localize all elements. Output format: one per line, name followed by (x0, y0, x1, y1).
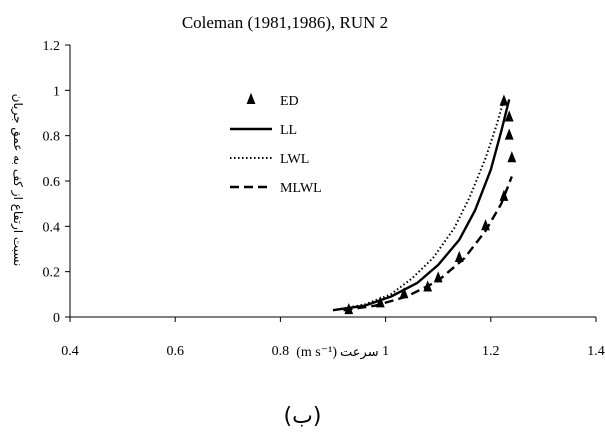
legend: ED LL LWL MLWL (230, 92, 322, 196)
plot-area (332, 94, 517, 315)
legend-label-lwl: LWL (280, 152, 309, 167)
y-tick-label: 0 (53, 311, 60, 326)
y-tick-label: 0.4 (43, 220, 61, 235)
x-axis-title: سرعت (340, 345, 379, 360)
series-line-ll (332, 99, 511, 312)
x-tick-label: 0.8 (272, 344, 290, 359)
axes: 0.4 0.6 0.8 1 1.2 1.4 0 0.2 0.4 0.6 0.8 1 1.2 (43, 39, 605, 359)
chart-title: Coleman (1981,1986), RUN 2 (182, 13, 388, 32)
chart: Coleman (1981,1986), RUN 2 نسبت ارتفاع ا… (10, 13, 605, 360)
data-point-ed (375, 296, 385, 308)
y-tick-label: 0.2 (43, 266, 61, 281)
legend-label-ed: ED (280, 94, 299, 109)
legend-label-mlwl: MLWL (280, 181, 322, 196)
series-line-mlwl (343, 176, 513, 312)
y-tick-label: 1 (53, 84, 60, 99)
data-point-ed (504, 128, 514, 140)
y-tick-label: 0.8 (43, 130, 61, 145)
y-tick-label: 1.2 (43, 39, 61, 54)
x-tick-label: 1.4 (587, 344, 605, 359)
data-point-ed (499, 189, 509, 201)
data-point-ed (433, 271, 443, 283)
data-point-ed (481, 219, 490, 231)
data-point-ed (344, 303, 354, 315)
x-axis-label: (m s⁻¹) سرعت (296, 345, 378, 360)
data-point-ed (504, 110, 514, 122)
x-tick-label: 1.2 (482, 344, 500, 359)
legend-label-ll: LL (280, 123, 297, 138)
y-axis-label: نسبت ارتفاع از کف به عمق جریان (10, 94, 25, 267)
data-point-ed (454, 250, 464, 263)
figure-caption: (ب) (283, 404, 322, 429)
data-point-ed (423, 280, 433, 292)
x-tick-label: 0.6 (166, 344, 184, 359)
data-point-ed (507, 151, 517, 163)
x-tick-label: 0.4 (61, 344, 79, 359)
y-tick-label: 0.6 (43, 175, 61, 190)
data-point-ed (499, 94, 509, 106)
legend-marker-ed (246, 92, 256, 104)
data-point-ed (399, 287, 409, 299)
x-axis-unit: (m s⁻¹) (296, 345, 337, 360)
x-tick-label: 1 (382, 344, 389, 359)
